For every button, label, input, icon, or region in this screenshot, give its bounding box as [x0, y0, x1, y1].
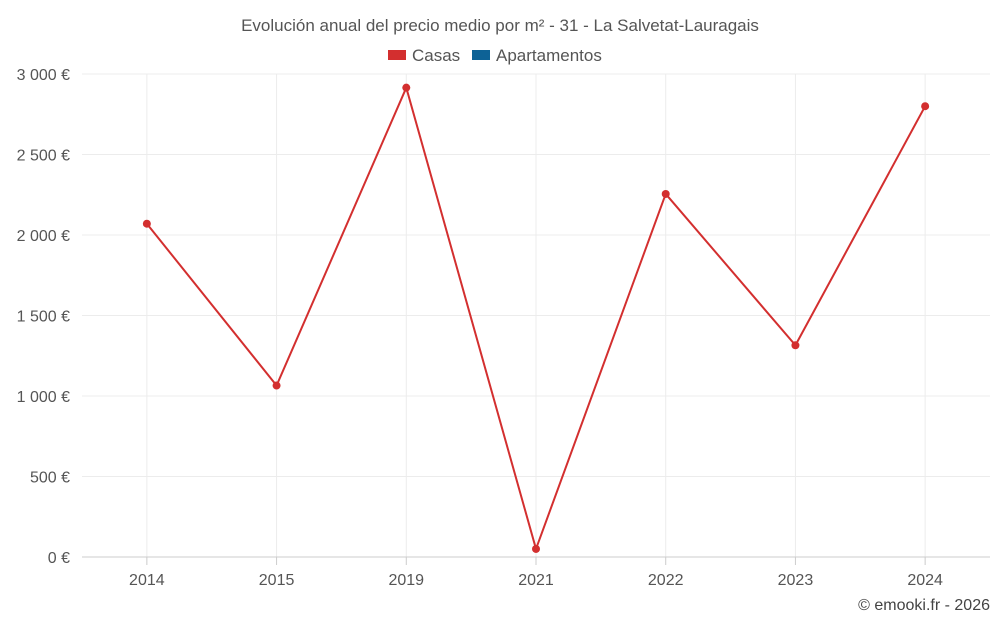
x-tick-label: 2022	[648, 572, 684, 589]
y-tick-label: 3 000 €	[17, 67, 70, 84]
data-point-casas-2019[interactable]	[402, 83, 411, 92]
x-tick-label: 2019	[388, 572, 424, 589]
x-axis-ticks: 2014 2015 2019 2021 2022 2023 2024	[129, 572, 943, 589]
y-tick-label: 500 €	[30, 470, 70, 487]
x-tick-label: 2014	[129, 572, 165, 589]
axes	[82, 556, 990, 565]
x-tick-label: 2024	[907, 572, 943, 589]
y-tick-label: 0 €	[48, 550, 70, 567]
data-point-casas-2022[interactable]	[661, 189, 670, 198]
data-point-casas-2014[interactable]	[142, 219, 151, 228]
grid	[82, 73, 990, 557]
y-tick-label: 1 000 €	[17, 389, 70, 406]
x-tick-label: 2023	[778, 572, 814, 589]
x-tick-label: 2021	[518, 572, 554, 589]
y-axis-ticks: 0 € 500 € 1 000 € 1 500 € 2 000 € 2 500 € 3 00…	[17, 67, 70, 567]
data-point-casas-2021[interactable]	[532, 544, 540, 553]
x-tick-label: 2015	[259, 572, 295, 589]
legend-label-casas[interactable]: Casas	[412, 46, 460, 65]
legend-label-apartamentos[interactable]: Apartamentos	[496, 46, 602, 65]
y-tick-label: 1 500 €	[17, 309, 70, 326]
data-point-casas-2023[interactable]	[791, 341, 800, 350]
chart-title: Evolución anual del precio medio por m² …	[241, 16, 759, 35]
y-tick-label: 2 000 €	[17, 228, 70, 245]
legend-swatch-apartamentos	[472, 50, 490, 60]
legend-swatch-casas	[388, 50, 406, 60]
data-point-casas-2015[interactable]	[272, 381, 281, 390]
credit-label: © emooki.fr - 2026	[858, 597, 990, 614]
legend: Casas Apartamentos	[388, 46, 602, 65]
series-layer	[142, 83, 930, 553]
y-tick-label: 2 500 €	[17, 148, 70, 165]
data-point-casas-2024[interactable]	[921, 102, 930, 111]
